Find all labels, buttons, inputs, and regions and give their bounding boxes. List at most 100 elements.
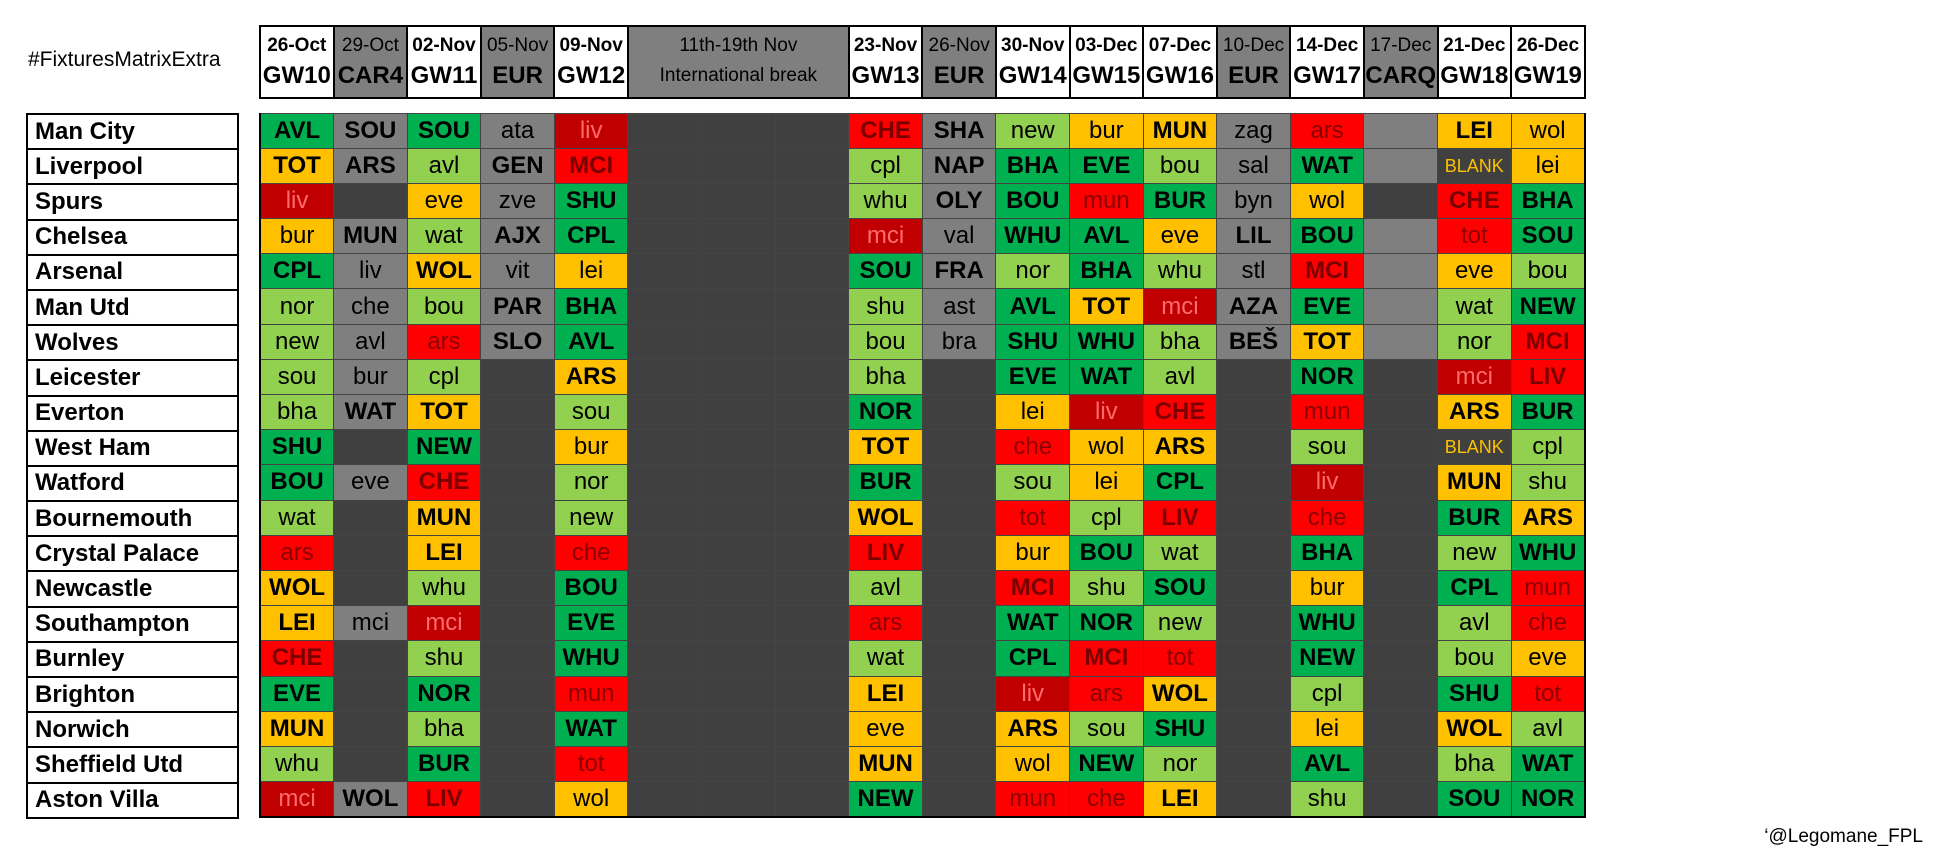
fixture-cell: BUR xyxy=(1510,393,1586,431)
fixture-cell: SHU xyxy=(259,429,335,466)
break-cell xyxy=(701,569,776,607)
fixture-cell: bha xyxy=(406,710,482,747)
fixtures-matrix: 26-Oct GW10 29-Oct CAR4 02-Nov GW11 05-Nov EUR 0… xyxy=(259,25,1586,818)
fixture-cell: new xyxy=(259,323,335,360)
fixture-cell: nor xyxy=(995,253,1071,290)
fixture-cell: bha xyxy=(1437,745,1512,783)
fixture-cell: eve xyxy=(406,182,482,220)
break-cell xyxy=(774,358,850,396)
empty-cell xyxy=(333,569,408,607)
fixture-cell: PAR xyxy=(480,288,555,325)
fixture-cell: che xyxy=(1289,499,1365,536)
fixture-cell: avl xyxy=(333,323,408,360)
page-title: #FixturesMatrixExtra xyxy=(28,48,221,71)
fixture-cell: NEW xyxy=(1510,288,1586,325)
team-name: Sheffield Utd xyxy=(26,746,239,784)
empty-cell xyxy=(333,675,408,712)
fixture-cell: liv xyxy=(1289,464,1365,501)
fixture-cell: mci xyxy=(333,605,408,642)
column-date: 02-Nov xyxy=(412,34,476,56)
fixture-cell: whu xyxy=(848,182,923,220)
team-name: Southampton xyxy=(26,605,239,643)
fixture-cell: GEN xyxy=(480,147,555,184)
fixture-cell: SOU xyxy=(848,253,923,290)
fixture-cell: wol xyxy=(995,745,1071,783)
team-name: Man City xyxy=(26,112,239,151)
fixture-cell: NOR xyxy=(1510,781,1586,818)
empty-cell xyxy=(1216,675,1291,712)
column-header-10: 07-Dec GW16 xyxy=(1142,25,1218,99)
column-header-1: 29-Oct CAR4 xyxy=(332,25,409,99)
break-cell xyxy=(701,499,776,536)
fixture-cell: avl xyxy=(1437,605,1512,642)
empty-cell xyxy=(1363,745,1438,783)
fixture-cell: BLANK xyxy=(1437,147,1512,184)
break-cell xyxy=(774,605,850,642)
fixture-cell: nor xyxy=(1142,745,1218,783)
fixture-cell: avl xyxy=(1142,358,1218,396)
column-gameweek: CARQ xyxy=(1365,61,1437,89)
fixture-cell: BUR xyxy=(1437,499,1512,536)
fixture-cell: ARS xyxy=(1142,429,1218,466)
fixture-cell: WOL xyxy=(848,499,923,536)
team-row: bha WAT TOT sou NOR lei liv CHE mun ARS BUR xyxy=(259,393,1586,431)
fixture-cell: cpl xyxy=(848,147,923,184)
empty-cell xyxy=(1363,640,1438,677)
fixture-cell: nor xyxy=(1437,323,1512,360)
fixture-cell: NOR xyxy=(1289,358,1365,396)
empty-cell xyxy=(921,393,997,431)
team-row: BOU eve CHE nor BUR sou lei CPL liv MUN shu xyxy=(259,464,1586,501)
column-date: 03-Dec xyxy=(1075,34,1138,56)
column-date: 30-Nov xyxy=(1001,34,1065,56)
break-cell xyxy=(774,218,850,255)
fixture-cell: che xyxy=(1069,781,1144,818)
fixture-cell: ARS xyxy=(333,147,408,184)
fixture-cell: shu xyxy=(406,640,482,677)
fixture-cell: NOR xyxy=(406,675,482,712)
fixture-cell: ast xyxy=(921,288,997,325)
fixture-cell: ars xyxy=(848,605,923,642)
empty-cell xyxy=(921,464,997,501)
break-cell xyxy=(627,288,703,325)
column-gameweek: GW18 xyxy=(1440,61,1509,89)
team-row: LEI mci mci EVE ars WAT NOR new WHU avl che xyxy=(259,605,1586,642)
fixture-cell: mci xyxy=(406,605,482,642)
break-cell xyxy=(701,605,776,642)
break-cell xyxy=(627,112,703,149)
fixture-cell: mun xyxy=(1289,393,1365,431)
fixture-cell: ARS xyxy=(1437,393,1512,431)
empty-cell xyxy=(921,499,997,536)
column-gameweek: GW11 xyxy=(410,61,478,89)
column-gameweek: GW15 xyxy=(1072,61,1141,89)
fixture-cell: tot xyxy=(1437,218,1512,255)
column-gameweek: GW14 xyxy=(998,61,1067,89)
fixture-cell: ars xyxy=(1069,675,1144,712)
fixture-cell: CHE xyxy=(259,640,335,677)
team-name: Spurs xyxy=(26,183,239,221)
fixture-cell: new xyxy=(1142,605,1218,642)
fixture-cell: stl xyxy=(1216,253,1291,290)
column-header-3: 05-Nov EUR xyxy=(479,25,556,99)
fixture-cell: lei xyxy=(1289,710,1365,747)
fixture-cell: vit xyxy=(480,253,555,290)
fixture-cell: BHA xyxy=(1510,182,1586,220)
team-name: Man Utd xyxy=(26,288,239,327)
fixture-cell: new xyxy=(995,112,1071,149)
fixture-cell: cpl xyxy=(1289,675,1365,712)
fixture-cell: wat xyxy=(259,499,335,536)
fixture-cell: MUN xyxy=(848,745,923,783)
break-cell xyxy=(774,534,850,571)
fixture-cell: cpl xyxy=(1069,499,1144,536)
fixture-cell: lei xyxy=(1510,147,1586,184)
column-date: 23-Nov xyxy=(853,34,918,56)
empty-cell xyxy=(333,429,408,466)
fixture-cell: LEI xyxy=(406,534,482,571)
team-name: Burnley xyxy=(26,640,239,679)
fixture-cell: CPL xyxy=(1142,464,1218,501)
fixture-cell: ARS xyxy=(1510,499,1586,536)
column-header-13: 17-Dec CARQ xyxy=(1362,25,1439,99)
empty-cell xyxy=(333,534,408,571)
fixture-cell: WHU xyxy=(995,218,1071,255)
fixture-cell: bra xyxy=(921,323,997,360)
fixture-cell: CPL xyxy=(553,218,629,255)
